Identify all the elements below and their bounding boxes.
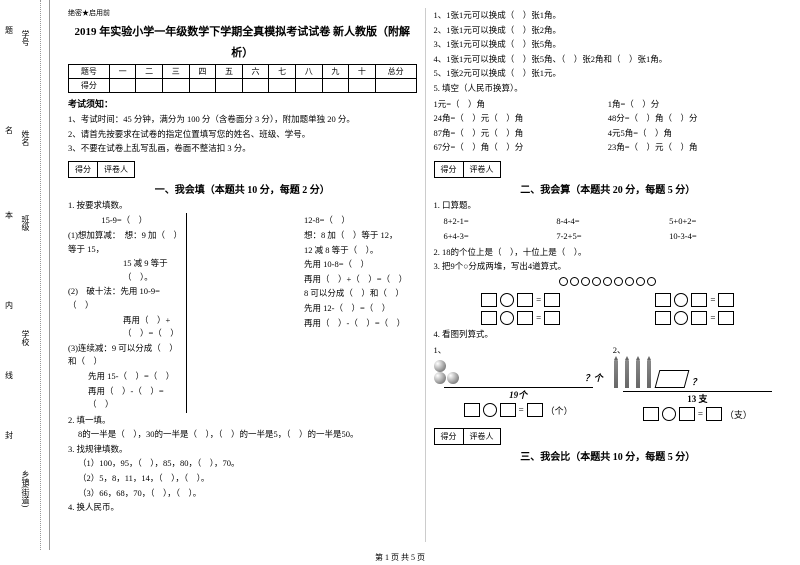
s2q4: 4. 看图列算式。	[434, 328, 783, 342]
f5c2: 4元5角=（ ）角	[608, 127, 782, 141]
f5d2: 23角=（ ）元（ ）角	[608, 141, 782, 155]
s2q1: 1. 口算题。	[434, 199, 783, 213]
eq-row-4: =	[655, 311, 734, 325]
l1a: 15-9=（ ）	[68, 214, 181, 228]
l5b: 再用（ ）+（ ）=（ ）	[304, 273, 417, 287]
margin-xingming: 姓名	[20, 130, 31, 146]
rule-2: 2、请首先按要求在试卷的指定位置填写您的姓名、班级、学号。	[68, 128, 417, 142]
l8a: 再用（ ）-（ ）=（ ）	[68, 385, 181, 412]
q3c: （3）66，68，70，（ ），（ ）。	[68, 487, 417, 501]
exam-title: 2019 年实验小学一年级数学下学期全真模拟考试试卷 新人教版（附解	[68, 23, 417, 39]
row-defen: 得分	[69, 79, 110, 93]
margin-banji: 班级	[20, 215, 31, 231]
rmb1: 1、1张1元可以换成（ ）张1角。	[434, 9, 783, 23]
secret-label: 绝密★启用前	[68, 8, 417, 18]
eq-fig1: =（个）	[434, 403, 603, 417]
score-minihead-2: 得分评卷人	[434, 161, 783, 178]
margin-xiangzhen: 乡镇(街道)	[20, 470, 31, 507]
f5b1: 24角=（ ）元（ ）角	[434, 112, 608, 126]
side-feng: 封	[5, 430, 13, 441]
side-ben: 本	[5, 210, 13, 221]
f5a1: 1元=（ ）角	[434, 98, 608, 112]
balls-figure: ？个	[434, 360, 603, 384]
exam-title2: 析）	[68, 44, 417, 60]
side-xian: 线	[5, 370, 13, 381]
page-footer: 第 1 页 共 5 页	[0, 552, 800, 563]
side-ming: 名	[5, 125, 13, 136]
q3: 3. 找规律填数。	[68, 443, 417, 457]
eq-row-1: =	[481, 293, 560, 307]
fig1-label: 1、	[434, 344, 603, 358]
rmb3: 3、1张1元可以换成（ ）张5角。	[434, 38, 783, 52]
calc-a1: 8+2-1=	[444, 215, 557, 229]
l8b: 再用（ ）-（ ）=（ ）	[304, 317, 417, 331]
l7b: 先用 12-（ ）=（ ）	[304, 302, 417, 316]
l7a: 先用 15-（ ）=（ ）	[68, 370, 181, 384]
rmb5: 5、1张2元可以换成（ ）张1元。	[434, 67, 783, 81]
section2-title: 二、我会算（本题共 20 分，每题 5 分）	[434, 181, 783, 196]
calc-b2: 7-2+5=	[556, 230, 669, 244]
eq-row-3: =	[481, 311, 560, 325]
calc-b1: 6+4-3=	[444, 230, 557, 244]
l5a: 再用（ ）+（ ）=（ ）	[68, 314, 181, 341]
fill5-head: 5. 填空（人民币换算）。	[434, 82, 783, 96]
q2a: 8的一半是（ ），30的一半是（ ），（ ）的一半是5，（ ）的一半是50。	[68, 428, 417, 442]
score-minihead-1: 得分评卷人	[68, 161, 417, 178]
rule-3: 3、不要在试卷上乱写乱画，卷面不整洁扣 3 分。	[68, 142, 417, 156]
q1: 1. 按要求填数。	[68, 199, 417, 213]
l4a: (2) 破十法：先用 10-9=（ ）	[68, 285, 181, 312]
l4b: 先用 10-8=（ ）	[304, 258, 417, 272]
l1b: 12-8=（ ）	[304, 214, 417, 228]
f5b2: 48分=（ ）角（ ）分	[608, 112, 782, 126]
side-nei: 内	[5, 300, 13, 311]
score-minihead-3: 得分评卷人	[434, 428, 783, 445]
q3a: （1）100，95，（ ），85，80，（ ），70。	[68, 457, 417, 471]
f5c1: 87角=（ ）元（ ）角	[434, 127, 608, 141]
l2b: 想：8 加（ ）等于 12，	[304, 229, 417, 243]
l6b: 8 可以分成（ ）和（ ）	[304, 287, 417, 301]
q3b: （2）5，8，11，14，（ ），（ ）。	[68, 472, 417, 486]
q4: 4. 换人民币。	[68, 501, 417, 515]
rules-head: 考试须知：	[68, 97, 417, 110]
margin-xuehao: 学号	[20, 30, 31, 46]
calc-a3: 5+0+2=	[669, 215, 782, 229]
rmb2: 2、1张1元可以换成（ ）张2角。	[434, 24, 783, 38]
circles	[434, 277, 783, 288]
s2q3: 3. 把9个○分成两堆，写出4道算式。	[434, 260, 783, 274]
l6a: (3)连续减：9 可以分成（ ）和（ ）	[68, 342, 181, 369]
section1-title: 一、我会填（本题共 10 分，每题 2 分）	[68, 181, 417, 196]
n19: 19个	[444, 387, 593, 401]
eq-row-2: =	[655, 293, 734, 307]
rule-1: 1、考试时间：45 分钟，满分为 100 分（含卷面分 3 分），附加题单独 2…	[68, 113, 417, 127]
s2q2: 2. 18的个位上是（ ），十位上是（ ）。	[434, 246, 783, 260]
n13: 13 支	[623, 391, 772, 405]
f5a2: 1角=（ ）分	[608, 98, 782, 112]
q2: 2. 填一填。	[68, 414, 417, 428]
fig2-label: 2、	[613, 344, 782, 358]
rmb4: 4、1张1元可以换成（ ）张5角、（ ）张2角和（ ）张1角。	[434, 53, 783, 67]
row-tihao: 题号	[69, 65, 110, 79]
calc-b3: 10-3-4=	[669, 230, 782, 244]
l2a: (1)想加算减： 想：9 加（ ）等于 15，	[68, 229, 181, 256]
l3b: 12 减 8 等于（ ）。	[304, 244, 417, 258]
margin-xuexiao: 学校	[20, 330, 31, 346]
section3-title: 三、我会比（本题共 10 分，每题 5 分）	[434, 448, 783, 463]
f5d1: 67分=（ ）角（ ）分	[434, 141, 608, 155]
l3a: 15 减 9 等于（ ）。	[68, 257, 181, 284]
pens-figure: ？	[613, 360, 782, 388]
calc-a2: 8-4-4=	[556, 215, 669, 229]
side-ti: 题	[5, 25, 13, 36]
eq-fig2: =（支）	[613, 407, 782, 421]
score-table: 题号 一二三四五六七八九十总分 得分	[68, 64, 417, 93]
